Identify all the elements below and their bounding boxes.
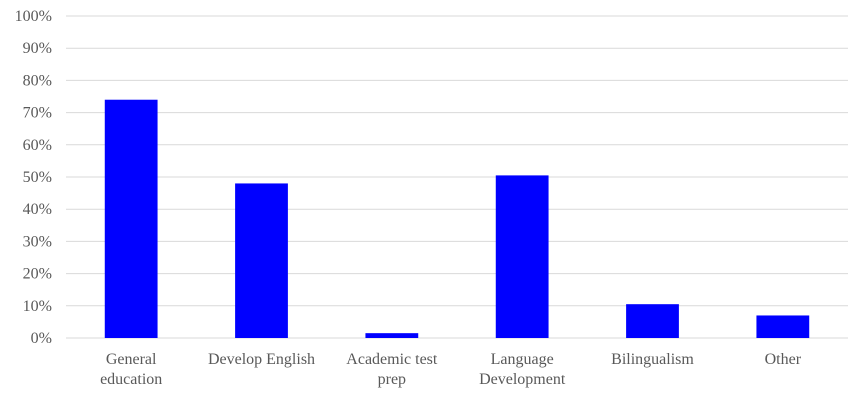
y-tick-label: 40% [23,201,52,218]
bar [626,304,679,338]
y-tick-label: 10% [23,298,52,315]
y-tick-label: 100% [15,8,52,25]
x-tick-label: Other [765,351,802,368]
x-tick-label: Develop English [208,351,315,368]
gridlines [66,15,848,339]
y-tick-label: 60% [23,137,52,154]
y-tick-label: 50% [23,169,52,186]
bar [495,175,549,338]
bar [235,183,288,338]
y-tick-label: 30% [23,233,52,250]
y-tick-label: 0% [31,330,52,347]
x-tick-label: Bilingualism [611,351,694,368]
x-axis-tick-labels: General education Develop English Academic … [100,351,802,388]
x-tick-label: Academic test prep [346,351,438,388]
y-axis-tick-labels: 0% 10% 20% 30% 40% 50% 60% 70% 80% 90% 100% [15,8,52,347]
x-tick-label: Language Development [479,351,566,388]
bar [756,315,810,338]
y-tick-label: 80% [23,72,52,89]
x-tick-label: General education [100,351,162,388]
y-tick-label: 90% [23,40,52,57]
bar [104,99,158,338]
bars [104,99,810,338]
y-tick-label: 20% [23,266,52,283]
bar [365,333,419,338]
y-tick-label: 70% [23,105,52,122]
